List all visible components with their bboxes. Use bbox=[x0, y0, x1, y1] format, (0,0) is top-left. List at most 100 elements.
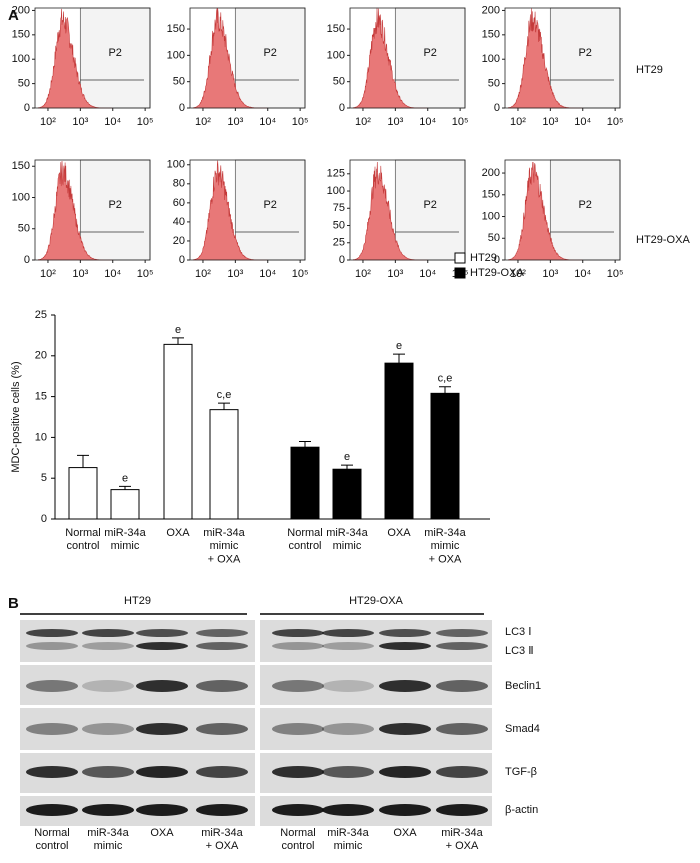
plot-frame bbox=[189, 7, 306, 109]
y-tick-label: 100 bbox=[167, 49, 185, 61]
x-tick-label: 10² bbox=[40, 116, 56, 128]
y-tick-label: 100 bbox=[327, 49, 345, 61]
row-label: TGF-β bbox=[505, 766, 537, 778]
x-tick-label: 10⁵ bbox=[607, 116, 624, 128]
plot-frame bbox=[189, 159, 306, 261]
x-tick-label: 10⁵ bbox=[292, 268, 309, 280]
x-tick-label: 10³ bbox=[542, 268, 558, 280]
x-tick-label: 10³ bbox=[387, 116, 403, 128]
x-tick-label: 10² bbox=[355, 268, 371, 280]
bar bbox=[332, 468, 362, 520]
error-bar bbox=[393, 353, 405, 364]
y-tick-label: 150 bbox=[12, 29, 30, 41]
blot-band bbox=[272, 629, 324, 637]
blot-band bbox=[322, 680, 374, 692]
legend-label: HT29-OXA bbox=[470, 267, 524, 279]
blot-band bbox=[196, 629, 248, 637]
gate bbox=[234, 159, 306, 261]
blot-band bbox=[196, 766, 248, 778]
blot-band bbox=[322, 723, 374, 735]
y-tick-label: 150 bbox=[12, 160, 30, 172]
y-tick-label: 0 bbox=[339, 254, 345, 266]
x-tick-label: miR-34a mimic bbox=[104, 527, 146, 552]
blot-band bbox=[26, 804, 78, 816]
blot-band bbox=[196, 642, 248, 650]
y-tick-label: 100 bbox=[12, 53, 30, 65]
y-tick-label: 100 bbox=[12, 191, 30, 203]
y-tick-label: 200 bbox=[12, 4, 30, 16]
y-tick-label: 150 bbox=[482, 189, 500, 201]
error-bar bbox=[77, 454, 89, 468]
gate-label: P2 bbox=[108, 47, 121, 59]
y-tick-label: 60 bbox=[173, 197, 185, 209]
y-tick-label: 15 bbox=[35, 391, 47, 403]
y-tick-label: 20 bbox=[35, 350, 47, 362]
x-tick-label: 10² bbox=[195, 268, 211, 280]
x-tick-label: miR-34a mimic + OXA bbox=[203, 527, 245, 565]
annotation: c,e bbox=[438, 373, 453, 385]
blot-band bbox=[436, 804, 488, 816]
lane-label: miR-34a + OXA bbox=[441, 827, 483, 852]
legend-swatch bbox=[454, 252, 466, 264]
group-label: HT29 bbox=[124, 595, 151, 607]
x-tick-label: 10⁴ bbox=[259, 268, 276, 280]
blot-band bbox=[82, 629, 134, 637]
y-axis-label: MDC-positive cells (%) bbox=[10, 361, 22, 472]
y-tick-label: 50 bbox=[333, 76, 345, 88]
blot-band bbox=[136, 766, 188, 778]
bar bbox=[163, 343, 193, 520]
gate-label: P2 bbox=[423, 199, 436, 211]
blot-strip bbox=[260, 620, 492, 662]
x-tick-label: 10⁴ bbox=[104, 268, 121, 280]
y-tick-label: 125 bbox=[327, 168, 345, 180]
gate-label: P2 bbox=[578, 47, 591, 59]
annotation: e bbox=[344, 451, 350, 463]
lane-label: Normal control bbox=[280, 827, 315, 852]
lane-label: OXA bbox=[150, 827, 174, 839]
y-tick-label: 0 bbox=[494, 254, 500, 266]
y-tick-label: 0 bbox=[339, 102, 345, 114]
blot-band bbox=[379, 766, 431, 778]
y-tick-label: 80 bbox=[173, 178, 185, 190]
lane-label: miR-34a mimic bbox=[87, 827, 129, 852]
blot-band bbox=[272, 680, 324, 692]
y-tick-label: 0 bbox=[24, 254, 30, 266]
x-tick-label: miR-34a mimic bbox=[326, 527, 368, 552]
y-tick-label: 0 bbox=[24, 102, 30, 114]
y-tick-label: 25 bbox=[333, 237, 345, 249]
blot-band bbox=[136, 804, 188, 816]
y-tick-label: 50 bbox=[18, 223, 30, 235]
blot-strip bbox=[20, 620, 255, 662]
row-label: Smad4 bbox=[505, 723, 540, 735]
blot-band bbox=[272, 642, 324, 650]
blot-band bbox=[82, 642, 134, 650]
blot-band bbox=[379, 804, 431, 816]
blot-band bbox=[82, 723, 134, 735]
error-bar bbox=[119, 485, 131, 490]
blot-band bbox=[196, 804, 248, 816]
lane-label: OXA bbox=[393, 827, 417, 839]
x-tick-label: OXA bbox=[166, 527, 190, 539]
x-tick-label: Normal control bbox=[65, 527, 100, 552]
x-tick-label: 10⁵ bbox=[137, 116, 154, 128]
y-tick-label: 200 bbox=[482, 4, 500, 16]
annotation: e bbox=[122, 472, 128, 484]
x-tick-label: 10³ bbox=[227, 268, 243, 280]
y-tick-label: 200 bbox=[482, 167, 500, 179]
gate-label: P2 bbox=[263, 199, 276, 211]
x-tick-label: Normal control bbox=[287, 527, 322, 552]
bar bbox=[209, 409, 239, 520]
plot-frame bbox=[504, 159, 621, 261]
bar bbox=[430, 392, 460, 520]
bar bbox=[68, 467, 98, 520]
gate-label: P2 bbox=[578, 199, 591, 211]
error-bar bbox=[299, 440, 311, 448]
blot-band bbox=[379, 642, 431, 650]
gate bbox=[234, 7, 306, 109]
gate-label: P2 bbox=[263, 47, 276, 59]
y-tick-label: 100 bbox=[482, 210, 500, 222]
blot-band bbox=[26, 629, 78, 637]
x-tick-label: 10² bbox=[195, 116, 211, 128]
x-tick-label: 10⁵ bbox=[452, 116, 469, 128]
